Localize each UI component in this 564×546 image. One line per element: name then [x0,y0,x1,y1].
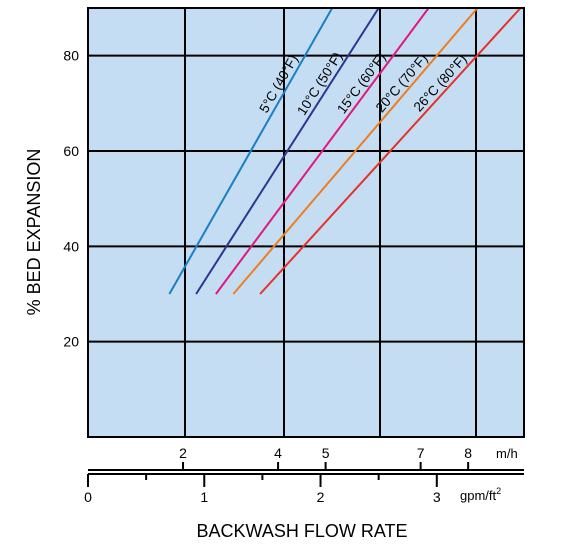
x-axis-secondary: 2 4 5 7 8 [88,445,524,471]
x-primary-tick-label: 0 [84,489,92,505]
series-line [232,7,479,295]
x-primary-tick-label: 2 [317,489,325,505]
y-tick-label: 20 [63,334,79,350]
series-lines [168,7,522,295]
x-secondary-tick-label: 7 [417,445,425,461]
x-secondary-tick-label: 2 [179,445,187,461]
x-axis-secondary-unit: m/h [496,446,518,461]
x-axis-title: BACKWASH FLOW RATE [196,521,407,541]
plot-background [88,8,524,437]
y-tick-label: 80 [63,48,79,64]
x-primary-tick-label: 1 [200,489,208,505]
series-line [215,7,430,295]
plot-frame [87,7,525,438]
x-secondary-tick-label: 4 [274,445,282,461]
series-line [168,7,334,295]
x-primary-tick-label: 3 [433,489,441,505]
y-tick-label: 60 [63,143,79,159]
y-tick-label: 40 [63,238,79,254]
y-axis-title: % BED EXPANSION [24,149,44,316]
x-secondary-tick-label: 8 [464,445,472,461]
grid-lines [88,8,524,437]
x-secondary-tick-label: 5 [322,445,330,461]
series-line [259,7,522,295]
y-axis-tick-labels: 20 40 60 80 [63,48,79,350]
series-line [195,7,380,295]
x-axis-primary-unit: gpm/ft2 [460,486,501,503]
x-axis-primary: 0 1 2 3 [84,473,524,505]
